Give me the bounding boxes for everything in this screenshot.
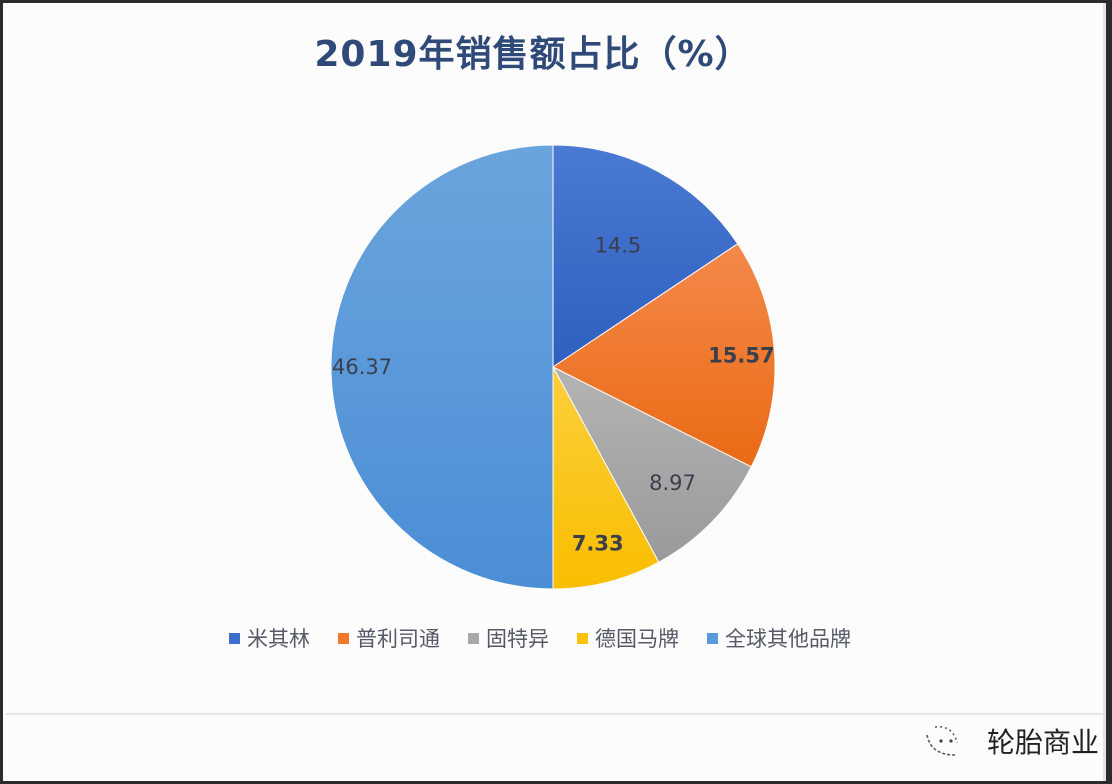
pie-slice-3 (552, 366, 660, 590)
legend-swatch (577, 632, 588, 644)
pie-slice-2 (551, 365, 752, 563)
divider (6, 713, 1103, 715)
legend-swatch (468, 632, 479, 644)
watermark: 轮胎商业 (921, 721, 1099, 761)
legend-item-michelin: 米其林 (229, 623, 310, 653)
frame-edge (1103, 3, 1106, 781)
pie-slice-0 (552, 144, 739, 368)
data-label: 15.57 (708, 344, 774, 368)
pie-slice-4 (330, 144, 554, 590)
wechat-logo-icon (926, 726, 958, 756)
chart-title: 2019年销售额占比（%） (314, 34, 752, 75)
legend-swatch (338, 632, 349, 644)
legend-item-bridgestone: 普利司通 (338, 623, 440, 653)
pie-slice-1 (552, 243, 776, 468)
chart-frame: 2019年销售额占比（%） 14.5 15.57 8.97 7.33 46.37 米其林… (3, 3, 1106, 781)
data-label: 46.37 (332, 355, 392, 379)
legend-label: 德国马牌 (595, 627, 679, 651)
data-label: 7.33 (572, 531, 624, 555)
legend-item-goodyear: 固特异 (468, 623, 549, 653)
legend-item-others: 全球其他品牌 (707, 623, 851, 653)
pie-chart: 14.5 15.57 8.97 7.33 46.37 (330, 144, 776, 590)
legend-label: 固特异 (486, 627, 549, 651)
legend-label: 米其林 (247, 627, 310, 651)
data-label: 14.5 (595, 234, 642, 258)
data-label: 8.97 (649, 471, 696, 495)
legend-item-continental: 德国马牌 (577, 623, 679, 653)
legend-label: 全球其他品牌 (725, 627, 851, 651)
chart-legend: 米其林 普利司通 固特异 德国马牌 全球其他品牌 (229, 623, 879, 653)
legend-label: 普利司通 (356, 627, 440, 651)
legend-swatch (707, 632, 718, 644)
watermark-text: 轮胎商业 (987, 726, 1100, 759)
legend-swatch (229, 632, 240, 644)
